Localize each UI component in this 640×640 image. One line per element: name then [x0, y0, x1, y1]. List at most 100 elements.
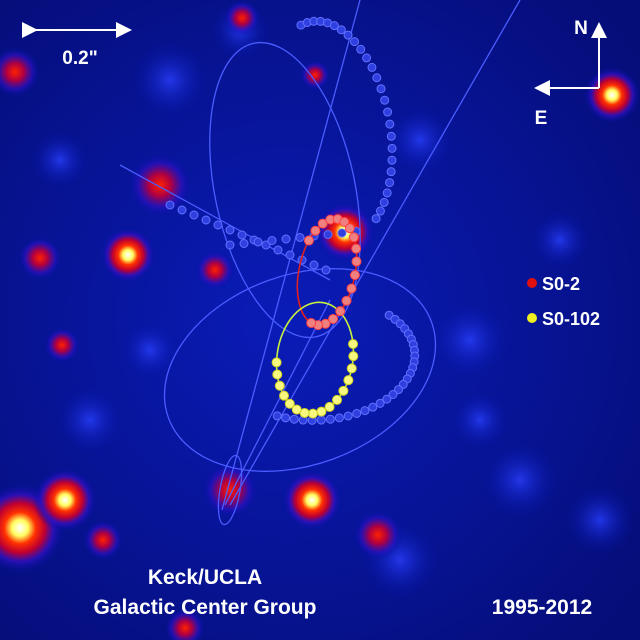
glow — [55, 385, 125, 455]
star — [224, 0, 260, 36]
s0-102-points — [271, 339, 359, 419]
orbit-point — [281, 413, 291, 423]
orbit-point — [285, 250, 295, 260]
orbit-point — [253, 237, 263, 247]
orbit-point — [356, 44, 366, 54]
orbit-point — [189, 210, 199, 220]
glow — [385, 105, 455, 175]
glow — [430, 300, 510, 380]
orbit-point — [213, 220, 223, 230]
glow — [530, 210, 590, 270]
orbit-point — [337, 228, 347, 238]
orbit-point — [343, 30, 353, 40]
glow — [120, 320, 180, 380]
star — [0, 47, 40, 97]
orbit-point — [289, 414, 299, 424]
glow — [480, 440, 560, 520]
star — [353, 510, 403, 560]
orbit-point — [386, 131, 396, 141]
orbit-point — [379, 197, 389, 207]
north-label: N — [574, 18, 588, 39]
star — [300, 60, 330, 90]
orbit-point — [310, 225, 321, 236]
orbit-point — [376, 84, 386, 94]
orbit-point — [165, 200, 175, 210]
scale-label: 0.2" — [62, 48, 97, 69]
star — [44, 327, 80, 363]
glow — [130, 40, 210, 120]
legend-label: S0-102 — [542, 309, 600, 329]
orbit-point — [316, 406, 327, 417]
orbit-point — [323, 230, 333, 239]
star — [18, 236, 62, 280]
orbit-point — [279, 390, 290, 401]
orbit-point — [317, 218, 328, 229]
orbit-point — [273, 245, 283, 255]
orbit-point — [291, 404, 302, 415]
orbit-point — [303, 235, 314, 246]
orbit-point — [394, 385, 404, 395]
star — [100, 227, 156, 283]
orbit-point — [316, 415, 326, 425]
orbit-point — [267, 236, 277, 245]
orbit-point — [336, 25, 346, 35]
orbit-point — [343, 375, 354, 386]
orbit-point — [387, 143, 397, 153]
orbit-point — [351, 256, 362, 267]
orbit-point — [350, 37, 360, 47]
orbit-point — [346, 283, 357, 294]
orbit-point — [177, 205, 187, 215]
credit-line: Keck/UCLA — [148, 566, 262, 589]
orbit-point — [360, 406, 370, 416]
orbit-point — [348, 351, 359, 362]
orbit-point — [382, 394, 392, 404]
credit-line: Galactic Center Group — [94, 596, 317, 619]
orbit-point — [372, 73, 382, 83]
glow — [30, 130, 90, 190]
orbit-point — [201, 215, 211, 225]
orbit-point — [344, 223, 355, 234]
orbit-point — [352, 409, 362, 419]
orbit-point — [325, 414, 335, 424]
orbit-point — [362, 53, 372, 63]
orbit-point — [321, 265, 331, 275]
orbit-point — [338, 385, 349, 396]
orbit-point — [385, 119, 395, 129]
orbit-point — [387, 155, 397, 165]
orbit-points — [165, 16, 420, 425]
orbit-point — [237, 230, 247, 240]
orbit-point — [346, 363, 357, 374]
star — [128, 153, 192, 217]
legend-swatch — [527, 313, 537, 323]
orbit-point — [225, 225, 235, 235]
orbit-point — [225, 240, 235, 250]
orbit-point — [380, 95, 390, 105]
orbit-point — [239, 239, 249, 248]
star — [282, 470, 342, 530]
orbit-point — [324, 401, 335, 412]
orbit-point — [295, 233, 305, 242]
orbit-point — [383, 107, 393, 117]
orbit-point — [367, 62, 377, 72]
s0-2-points — [303, 214, 362, 331]
orbit-point — [341, 295, 352, 306]
orbit-point — [306, 318, 317, 329]
orbit-point — [382, 188, 392, 198]
orbit-point — [386, 167, 396, 177]
east-label: E — [535, 108, 548, 129]
orbit-point — [343, 411, 353, 421]
orbit-point — [274, 380, 285, 391]
orbit-point — [335, 306, 346, 317]
glow — [565, 485, 635, 555]
star — [165, 608, 205, 640]
orbit-point — [309, 260, 319, 270]
orbit-point — [375, 206, 385, 216]
orbit-point — [348, 232, 359, 243]
orbit-point — [307, 408, 318, 419]
orbit-point — [371, 214, 381, 224]
orbit-point — [328, 313, 339, 324]
star — [195, 250, 235, 290]
orbit-point — [334, 413, 344, 423]
star — [202, 462, 258, 518]
